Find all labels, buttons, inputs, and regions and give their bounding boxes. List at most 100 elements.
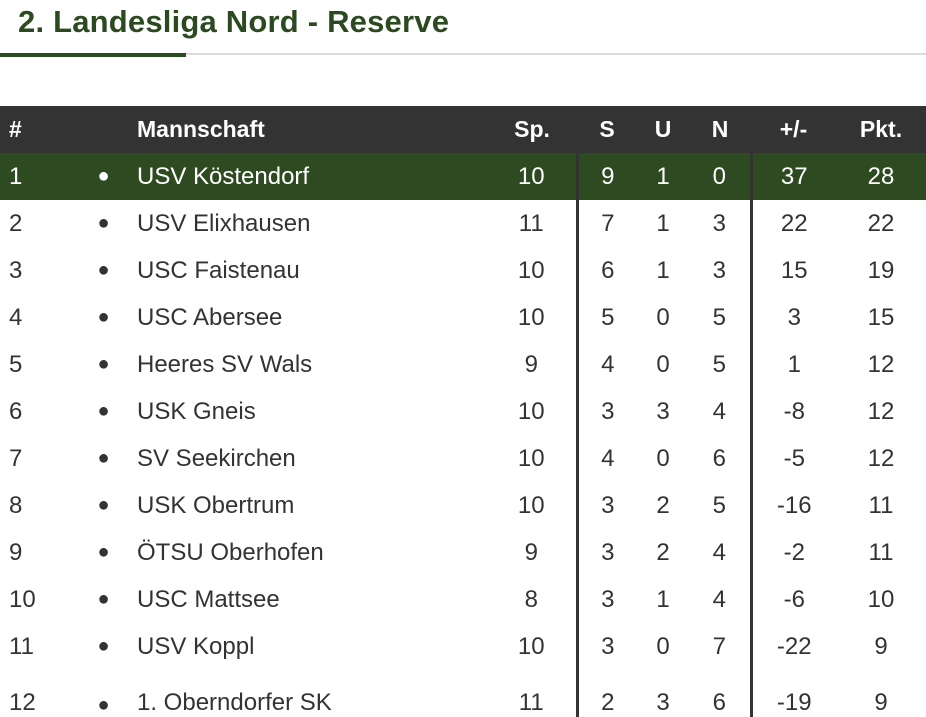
table-row[interactable]: 11 ● USV Koppl 10 3 0 7 -22 9 xyxy=(0,623,926,670)
row-marker-icon: ● xyxy=(97,259,110,281)
cell-rank: 2 xyxy=(9,209,23,237)
cell-points: 12 xyxy=(867,397,895,425)
cell-diff: -6 xyxy=(783,585,805,613)
cell-wins: 6 xyxy=(601,256,615,284)
cell-wins: 7 xyxy=(601,209,615,237)
cell-losses: 5 xyxy=(689,294,753,341)
cell-played: 10 xyxy=(487,153,579,200)
cell-played: 10 xyxy=(487,482,579,529)
table-row[interactable]: 1 ● USV Köstendorf 10 9 1 0 37 28 xyxy=(0,153,926,200)
cell-wins: 4 xyxy=(601,350,615,378)
cell-diff: 15 xyxy=(780,256,808,284)
cell-team: SV Seekirchen xyxy=(137,444,296,472)
cell-team: Heeres SV Wals xyxy=(137,350,313,378)
column-header-losses[interactable]: N xyxy=(689,106,751,153)
cell-draws: 0 xyxy=(656,350,670,378)
cell-wins: 3 xyxy=(601,538,615,566)
cell-diff: -22 xyxy=(776,632,812,660)
table-row[interactable]: 6 ● USK Gneis 10 3 3 4 -8 12 xyxy=(0,388,926,435)
table-row[interactable]: 12 ● 1. Oberndorfer SK 11 2 3 6 -19 9 xyxy=(0,670,926,717)
cell-played: 10 xyxy=(487,435,579,482)
cell-points: 11 xyxy=(868,491,894,519)
row-marker-icon: ● xyxy=(97,694,110,716)
column-header-team[interactable]: Mannschaft xyxy=(137,106,487,153)
table-row[interactable]: 9 ● ÖTSU Oberhofen 9 3 2 4 -2 11 xyxy=(0,529,926,576)
cell-points: 12 xyxy=(867,444,895,472)
cell-team: USV Koppl xyxy=(137,632,255,660)
page-title: 2. Landesliga Nord - Reserve xyxy=(18,4,450,39)
cell-played: 10 xyxy=(487,623,579,670)
cell-diff: 22 xyxy=(780,209,808,237)
cell-rank: 10 xyxy=(9,585,36,613)
cell-played: 11 xyxy=(487,200,579,247)
cell-draws: 1 xyxy=(656,585,670,613)
row-marker-icon: ● xyxy=(97,353,110,375)
cell-diff: 37 xyxy=(751,153,836,200)
table-row[interactable]: 8 ● USK Obertrum 10 3 2 5 -16 11 xyxy=(0,482,926,529)
cell-losses: 3 xyxy=(689,200,753,247)
cell-points: 22 xyxy=(867,209,895,237)
cell-draws: 1 xyxy=(637,153,689,200)
cell-losses: 5 xyxy=(689,482,753,529)
cell-wins: 5 xyxy=(601,303,615,331)
column-header-draws[interactable]: U xyxy=(637,106,689,153)
cell-points: 12 xyxy=(867,350,895,378)
cell-rank: 5 xyxy=(9,350,23,378)
column-header-diff[interactable]: +/- xyxy=(751,106,836,153)
table-row[interactable]: 4 ● USC Abersee 10 5 0 5 3 15 xyxy=(0,294,926,341)
cell-rank: 9 xyxy=(9,538,23,566)
cell-rank: 12 xyxy=(9,689,36,716)
table-row[interactable]: 2 ● USV Elixhausen 11 7 1 3 22 22 xyxy=(0,200,926,247)
cell-rank: 3 xyxy=(9,256,23,284)
cell-wins: 3 xyxy=(601,632,615,660)
title-divider xyxy=(0,53,926,55)
cell-wins: 3 xyxy=(601,397,615,425)
cell-draws: 0 xyxy=(656,444,670,472)
cell-losses: 6 xyxy=(689,670,753,717)
cell-losses: 5 xyxy=(689,341,753,388)
cell-diff: -2 xyxy=(783,538,805,566)
cell-team: 1. Oberndorfer SK xyxy=(137,689,332,716)
title-accent-bar xyxy=(0,53,186,57)
standings-table: # Mannschaft Sp. S U N +/- Pkt. 1 ● USV Kö… xyxy=(0,106,926,717)
cell-rank: 8 xyxy=(9,491,23,519)
column-header-wins[interactable]: S xyxy=(577,106,637,153)
cell-losses: 4 xyxy=(689,576,753,623)
row-marker-icon: ● xyxy=(97,447,110,469)
cell-draws: 1 xyxy=(656,209,670,237)
cell-draws: 3 xyxy=(656,397,670,425)
cell-losses: 4 xyxy=(689,388,753,435)
cell-losses: 6 xyxy=(689,435,753,482)
row-marker-icon: ● xyxy=(70,153,137,200)
cell-points: 15 xyxy=(867,303,895,331)
row-marker-icon: ● xyxy=(97,306,110,328)
cell-draws: 0 xyxy=(656,632,670,660)
cell-points: 10 xyxy=(867,585,895,613)
column-header-points[interactable]: Pkt. xyxy=(836,106,926,153)
cell-played: 8 xyxy=(487,576,579,623)
cell-team: USK Gneis xyxy=(137,397,256,425)
cell-points: 28 xyxy=(836,153,926,200)
column-header-rank[interactable]: # xyxy=(0,106,70,153)
table-row[interactable]: 10 ● USC Mattsee 8 3 1 4 -6 10 xyxy=(0,576,926,623)
column-header-marker xyxy=(70,106,137,153)
row-marker-icon: ● xyxy=(97,400,110,422)
cell-draws: 3 xyxy=(656,689,670,716)
cell-diff: -19 xyxy=(776,689,812,716)
table-row[interactable]: 3 ● USC Faistenau 10 6 1 3 15 19 xyxy=(0,247,926,294)
column-header-played[interactable]: Sp. xyxy=(487,106,577,153)
table-row[interactable]: 5 ● Heeres SV Wals 9 4 0 5 1 12 xyxy=(0,341,926,388)
cell-wins: 2 xyxy=(601,689,615,716)
cell-played: 10 xyxy=(487,388,579,435)
cell-wins: 3 xyxy=(601,585,615,613)
cell-draws: 1 xyxy=(656,256,670,284)
row-marker-icon: ● xyxy=(97,541,110,563)
row-marker-icon: ● xyxy=(97,635,110,657)
cell-played: 10 xyxy=(487,247,579,294)
cell-rank: 4 xyxy=(9,303,23,331)
cell-wins: 4 xyxy=(601,444,615,472)
cell-diff: 3 xyxy=(787,303,801,331)
table-row[interactable]: 7 ● SV Seekirchen 10 4 0 6 -5 12 xyxy=(0,435,926,482)
cell-played: 9 xyxy=(487,341,579,388)
cell-diff: 1 xyxy=(787,350,801,378)
